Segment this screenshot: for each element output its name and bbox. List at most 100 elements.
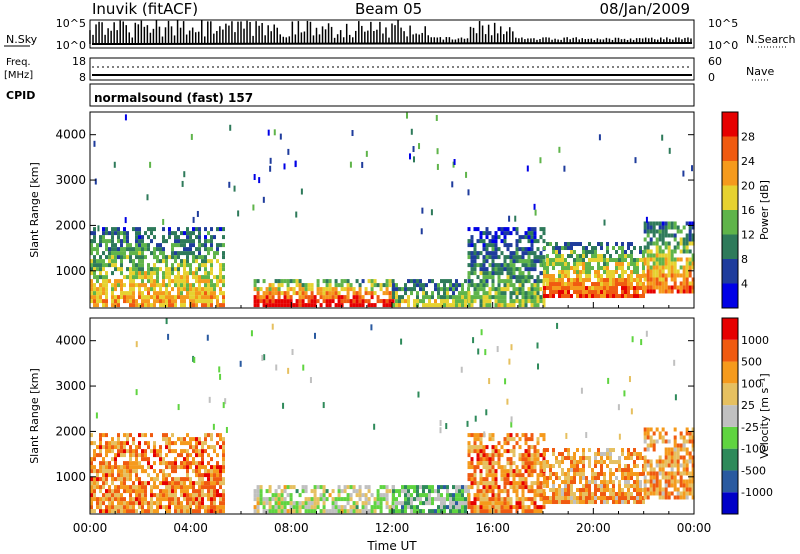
heatmap-cell bbox=[588, 448, 591, 453]
heatmap-cell bbox=[485, 247, 489, 252]
heatmap-cell bbox=[129, 449, 132, 454]
heatmap-cell bbox=[539, 279, 543, 284]
heatmap-cell bbox=[661, 439, 665, 444]
heatmap-cell bbox=[576, 496, 579, 501]
heatmap-cell bbox=[682, 265, 686, 270]
heatmap-cell bbox=[183, 509, 186, 514]
heatmap-cell bbox=[649, 249, 653, 254]
heatmap-cell bbox=[144, 485, 147, 490]
heatmap-cell bbox=[295, 505, 299, 510]
heatmap-cell bbox=[370, 303, 374, 308]
heatmap-cell bbox=[126, 235, 129, 240]
heatmap-cell bbox=[603, 492, 606, 497]
heatmap-cell bbox=[539, 485, 543, 490]
heatmap-cell bbox=[114, 299, 117, 304]
heatmap-cell bbox=[177, 497, 180, 502]
heatmap-cell bbox=[561, 262, 564, 267]
heatmap-cell bbox=[570, 488, 573, 493]
heatmap-cell bbox=[198, 227, 201, 232]
heatmap-cell bbox=[147, 287, 150, 292]
heatmap-cell bbox=[543, 448, 546, 453]
heatmap-cell bbox=[655, 265, 659, 270]
heatmap-cell bbox=[479, 509, 483, 514]
heatmap-cell bbox=[546, 254, 549, 259]
heatmap-cell bbox=[132, 489, 135, 494]
heatmap-cell bbox=[567, 242, 570, 247]
heatmap-cell bbox=[582, 472, 585, 477]
heatmap-cell bbox=[524, 259, 528, 264]
heatmap-cell bbox=[253, 493, 257, 498]
heatmap-cell bbox=[691, 495, 695, 500]
heatmap-cell bbox=[673, 479, 677, 484]
heatmap-cell bbox=[479, 505, 483, 510]
heatmap-cell bbox=[370, 509, 374, 514]
heatmap-cell bbox=[343, 497, 347, 502]
heatmap-cell bbox=[667, 479, 671, 484]
heatmap-cell bbox=[485, 231, 489, 236]
heatmap-cell bbox=[646, 261, 650, 266]
heatmap-cell bbox=[123, 473, 126, 478]
heatmap-cell bbox=[524, 485, 528, 490]
heatmap-cell bbox=[283, 509, 287, 514]
heatmap-cell bbox=[123, 231, 126, 236]
heatmap-cell bbox=[582, 250, 585, 255]
heatmap-cell bbox=[685, 487, 689, 492]
heatmap-cell bbox=[434, 287, 437, 292]
heatmap-cell bbox=[422, 485, 425, 490]
heatmap-cell bbox=[512, 449, 516, 454]
heatmap-cell bbox=[114, 445, 117, 450]
heatmap-cell bbox=[455, 303, 458, 308]
heatmap-cell bbox=[195, 505, 198, 510]
heatmap-cell bbox=[216, 509, 219, 514]
heatmap-cell bbox=[579, 488, 582, 493]
heatmap-cell bbox=[153, 283, 156, 288]
heatmap-cell bbox=[99, 433, 102, 438]
heatmap-cell bbox=[600, 294, 603, 299]
heatmap-cell bbox=[588, 484, 591, 489]
heatmap-cell bbox=[132, 437, 135, 442]
heatmap-cell bbox=[642, 496, 645, 501]
heatmap-cell bbox=[168, 227, 171, 232]
heatmap-cell bbox=[373, 283, 377, 288]
heatmap-cell bbox=[633, 294, 636, 299]
heatmap-cell bbox=[153, 299, 156, 304]
heatmap-cell bbox=[135, 255, 138, 260]
heatmap-cell bbox=[667, 285, 671, 290]
heatmap-cell bbox=[210, 493, 213, 498]
heatmap-cell bbox=[210, 259, 213, 264]
heatmap-cell bbox=[606, 290, 609, 295]
heatmap-cell bbox=[114, 263, 117, 268]
heatmap-cell bbox=[355, 291, 359, 296]
heatmap-cell bbox=[530, 259, 534, 264]
heatmap-cell bbox=[630, 468, 633, 473]
heatmap-cell bbox=[539, 299, 543, 304]
heatmap-cell bbox=[542, 473, 546, 478]
heatmap-cell bbox=[129, 485, 132, 490]
heatmap-cell bbox=[105, 481, 108, 486]
heatmap-cell bbox=[253, 287, 257, 292]
heatmap-cell bbox=[388, 509, 392, 514]
heatmap-cell bbox=[500, 469, 504, 474]
heatmap-cell bbox=[265, 509, 269, 514]
heatmap-cell bbox=[222, 501, 225, 506]
heatmap-cell bbox=[90, 283, 93, 288]
heatmap-cell bbox=[404, 291, 407, 296]
heatmap-cell bbox=[286, 295, 290, 300]
heatmap-cell bbox=[642, 468, 645, 473]
heatmap-cell bbox=[195, 453, 198, 458]
heatmap-cell bbox=[664, 459, 668, 464]
heatmap-cell bbox=[476, 437, 480, 442]
heatmap-cell bbox=[123, 501, 126, 506]
heatmap-cell bbox=[322, 501, 326, 506]
heatmap-cell bbox=[564, 270, 567, 275]
heatmap-cell bbox=[530, 457, 534, 462]
heatmap-cell bbox=[331, 295, 335, 300]
heatmap-cell bbox=[564, 274, 567, 279]
heatmap-cell bbox=[343, 279, 347, 284]
heatmap-cell bbox=[222, 453, 225, 458]
heatmap-cell bbox=[506, 501, 510, 506]
heatmap-cell bbox=[691, 455, 695, 460]
heatmap-cell bbox=[479, 235, 483, 240]
heatmap-cell bbox=[358, 497, 362, 502]
heatmap-cell bbox=[313, 509, 317, 514]
